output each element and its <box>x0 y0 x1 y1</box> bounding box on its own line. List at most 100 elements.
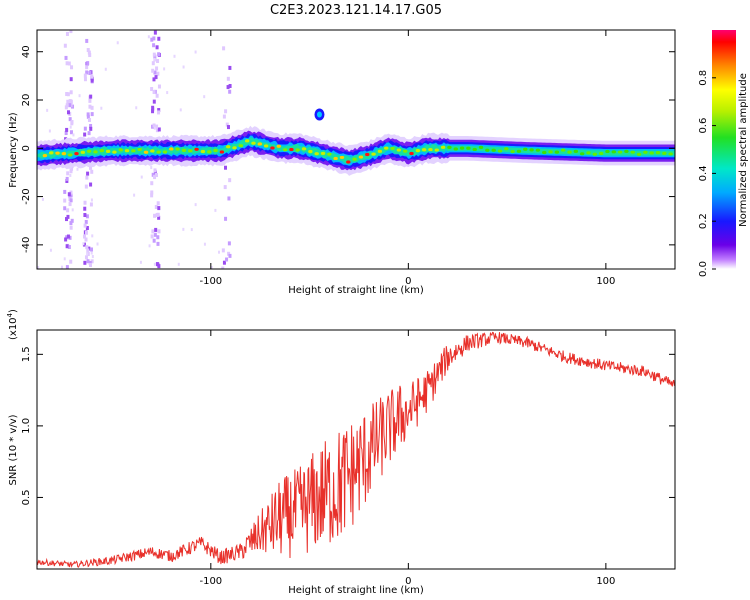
ridge-hotspot <box>346 160 351 164</box>
noise-speck <box>157 110 161 115</box>
noise-speck <box>150 190 154 195</box>
ridge-hotspot <box>219 150 225 154</box>
noise-speck <box>155 45 159 50</box>
noise-speck <box>89 263 93 268</box>
noise-speck <box>69 190 73 195</box>
noise-speck <box>70 218 74 223</box>
noise-speck <box>82 242 86 247</box>
noise-speck <box>85 70 89 75</box>
noise-speck <box>65 244 69 249</box>
noise-speck <box>157 229 161 234</box>
noise-speck <box>221 266 225 269</box>
noise-speck <box>151 109 155 114</box>
noise-speck <box>83 73 87 78</box>
noise-speck <box>85 65 89 70</box>
ridge-hotspot <box>421 148 427 152</box>
ridge-hotspot <box>320 151 326 156</box>
noise-speck <box>48 129 51 133</box>
noise-speck <box>72 133 75 137</box>
noise-speck <box>152 36 156 41</box>
colorbar: 0.0 0.2 0.4 0.6 0.8 Normalized spectral ampl… <box>698 30 749 277</box>
noise-speck <box>156 235 160 240</box>
ridge-hotspot <box>440 145 446 149</box>
ridge-blob-core <box>316 111 322 118</box>
ridge-hotspot <box>358 155 364 159</box>
ridge-hotspot <box>131 149 136 153</box>
noise-speck <box>150 181 154 186</box>
noise-speck <box>65 92 69 97</box>
noise-speck <box>157 264 161 269</box>
noise-speck <box>65 127 69 132</box>
ridge-hotspot <box>548 150 553 154</box>
noise-speck <box>49 248 52 252</box>
noise-speck <box>88 53 92 58</box>
noise-speck <box>203 242 206 246</box>
noise-speck <box>157 108 161 113</box>
svg-text:(x104): (x104) <box>6 309 19 340</box>
noise-speck <box>68 235 72 240</box>
ridge-hotspot <box>232 146 237 150</box>
noise-speck <box>63 198 67 203</box>
ridge-hotspot <box>542 150 547 155</box>
snr-y-tick-label: 1.5 <box>21 346 32 362</box>
noise-speck <box>67 244 71 249</box>
noise-speck <box>224 109 228 114</box>
noise-speck <box>163 67 166 71</box>
ridge-hotspot <box>156 150 161 154</box>
ridge-hotspot <box>402 149 408 153</box>
noise-speck <box>90 247 94 252</box>
noise-speck <box>151 61 155 66</box>
snr-x-label: Height of straight line (km) <box>288 585 424 596</box>
noise-speck <box>225 122 229 127</box>
snr-frame <box>36 329 676 570</box>
noise-speck <box>157 52 161 57</box>
noise-speck <box>228 84 232 89</box>
noise-speck <box>89 123 93 128</box>
noise-speck <box>152 123 156 128</box>
noise-speck <box>96 242 99 246</box>
ridge-hotspot <box>523 147 528 151</box>
noise-speck <box>153 170 157 175</box>
noise-speck <box>88 71 92 76</box>
ridge-hotspot <box>99 149 104 153</box>
spectrogram-y-tick-label: 40 <box>21 45 32 58</box>
ridge-hotspot <box>636 152 642 156</box>
ridge-hotspot <box>586 151 591 155</box>
noise-speck <box>153 168 157 173</box>
ridge-hotspot <box>339 155 345 160</box>
ridge-hotspot <box>49 151 54 155</box>
noise-speck <box>140 175 143 179</box>
ridge-band <box>37 133 675 169</box>
noise-speck <box>85 226 89 231</box>
noise-speck <box>84 255 88 260</box>
noise-speck <box>155 212 159 217</box>
noise-speck <box>155 124 159 129</box>
noise-speck <box>83 200 87 205</box>
noise-speck <box>41 197 44 201</box>
noise-speck <box>90 78 94 83</box>
noise-speck <box>65 178 69 183</box>
noise-speck <box>225 257 229 262</box>
ridge-hotspot <box>478 145 484 149</box>
noise-speck <box>71 104 75 109</box>
ridge-hotspot <box>251 141 256 145</box>
noise-speck <box>86 171 90 176</box>
noise-speck <box>116 41 119 45</box>
noise-speck <box>65 61 69 66</box>
noise-speck <box>150 234 154 239</box>
noise-speck <box>210 266 213 269</box>
noise-speck <box>82 242 85 246</box>
snr-multiplier: (x104) <box>6 309 19 340</box>
noise-speck <box>83 260 87 265</box>
noise-speck <box>86 61 90 66</box>
noise-speck <box>155 66 159 71</box>
noise-speck <box>66 208 70 213</box>
ridge-hotspot <box>124 149 130 153</box>
ridge-hotspot <box>649 151 654 155</box>
noise-speck <box>83 223 87 228</box>
noise-speck <box>228 178 232 183</box>
spectrogram-y-tick-label: -20 <box>21 188 32 204</box>
noise-speck <box>222 260 226 265</box>
ridge-hotspot <box>143 150 149 154</box>
ridge-hotspot <box>510 149 515 154</box>
